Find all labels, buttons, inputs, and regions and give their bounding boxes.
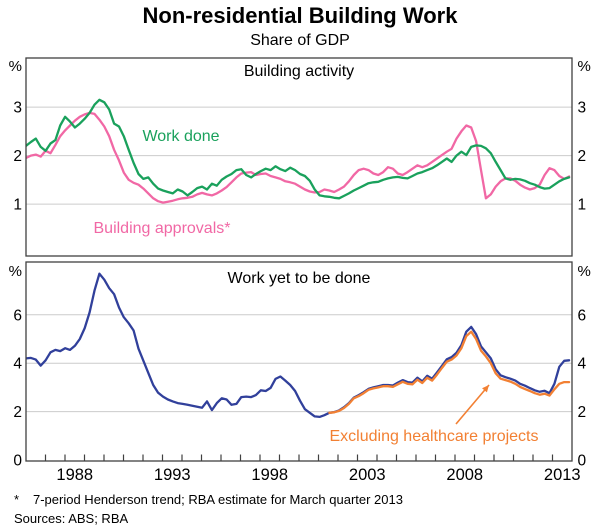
y-tick-label-right: 3	[578, 100, 587, 117]
x-tick-label: 2013	[544, 466, 581, 484]
series-label: Excluding healthcare projects	[329, 428, 538, 445]
y-tick-label-left: 2	[13, 404, 22, 421]
footnote-text: 7-period Henderson trend; RBA estimate f…	[33, 492, 403, 507]
y-tick-label-right: 6	[578, 307, 587, 324]
annotation-arrowhead	[482, 385, 489, 393]
panel-title: Work yet to be done	[228, 270, 371, 287]
y-tick-label-left: 2	[13, 148, 22, 165]
y-tick-label-right: 2	[578, 148, 587, 165]
y-tick-label-left: 1	[13, 197, 22, 214]
panel-frame	[25, 57, 573, 257]
chart-subtitle: Share of GDP	[250, 32, 350, 49]
annotation-arrow	[455, 384, 490, 425]
chart-title: Non-residential Building Work	[142, 3, 458, 28]
y-tick-label-right: 2	[578, 404, 587, 421]
y-tick-label-right: 0	[578, 453, 587, 470]
x-tick-label: 2008	[446, 466, 483, 484]
y-axis-unit-right: %	[578, 58, 591, 75]
series-building-approvals	[26, 111, 571, 204]
y-tick-label-right: 1	[578, 197, 587, 214]
footnote-asterisk: *	[14, 492, 20, 507]
series-work-done	[26, 98, 571, 200]
panel-frame	[25, 261, 573, 462]
y-tick-label-left: 0	[13, 453, 22, 470]
y-tick-label-right: 4	[578, 356, 587, 373]
y-axis-unit-right: %	[578, 263, 591, 280]
series-excluding-healthcare-projects	[328, 330, 571, 414]
y-tick-label-left: 4	[13, 356, 22, 373]
y-axis-unit-left: %	[9, 263, 22, 280]
panel-title: Building activity	[244, 63, 354, 80]
series-work-yet-to-be-done	[26, 272, 571, 419]
x-tick-label: 1998	[251, 466, 288, 484]
x-tick-label: 1988	[56, 466, 93, 484]
y-tick-label-left: 3	[13, 100, 22, 117]
sources-note: Sources: ABS; RBA	[14, 511, 129, 526]
series-label: Work done	[142, 128, 219, 145]
series-label: Building approvals*	[94, 220, 231, 237]
x-tick-label: 1993	[154, 466, 191, 484]
y-axis-unit-left: %	[9, 58, 22, 75]
y-tick-label-left: 6	[13, 307, 22, 324]
x-tick-label: 2003	[349, 466, 386, 484]
